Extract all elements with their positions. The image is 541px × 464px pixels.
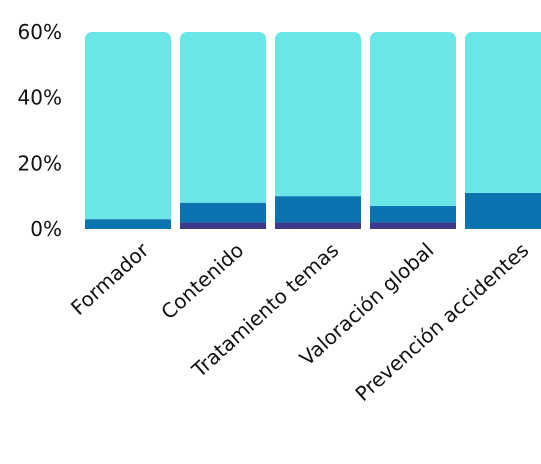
x-category-label: Contenido — [156, 238, 248, 324]
bar-group — [180, 32, 266, 229]
y-tick-label: 20% — [18, 151, 62, 175]
bar-group — [465, 32, 541, 229]
bar-segment — [180, 202, 266, 223]
bar-segment — [370, 222, 456, 229]
x-category-label: Prevención accidentes — [350, 238, 533, 406]
bar-segment — [465, 32, 541, 193]
bar-segment — [180, 222, 266, 229]
bar-segment — [275, 196, 361, 223]
y-axis: 0% 20% 40% 60% — [18, 20, 62, 241]
y-tick-label: 0% — [30, 217, 62, 241]
bar-segment — [370, 206, 456, 223]
bar-segment — [370, 32, 456, 207]
bars — [85, 32, 541, 229]
bar-group — [275, 32, 361, 229]
bar-segment — [85, 32, 171, 220]
x-category-label: Formador — [66, 237, 154, 319]
bar-segment — [180, 32, 266, 203]
bar-segment — [85, 219, 171, 229]
bar-segment — [275, 32, 361, 197]
bar-group — [370, 32, 456, 229]
y-tick-label: 60% — [18, 20, 62, 44]
bar-group — [85, 32, 171, 229]
bar-segment — [275, 222, 361, 229]
bar-segment — [465, 192, 541, 229]
y-tick-label: 40% — [18, 86, 62, 110]
